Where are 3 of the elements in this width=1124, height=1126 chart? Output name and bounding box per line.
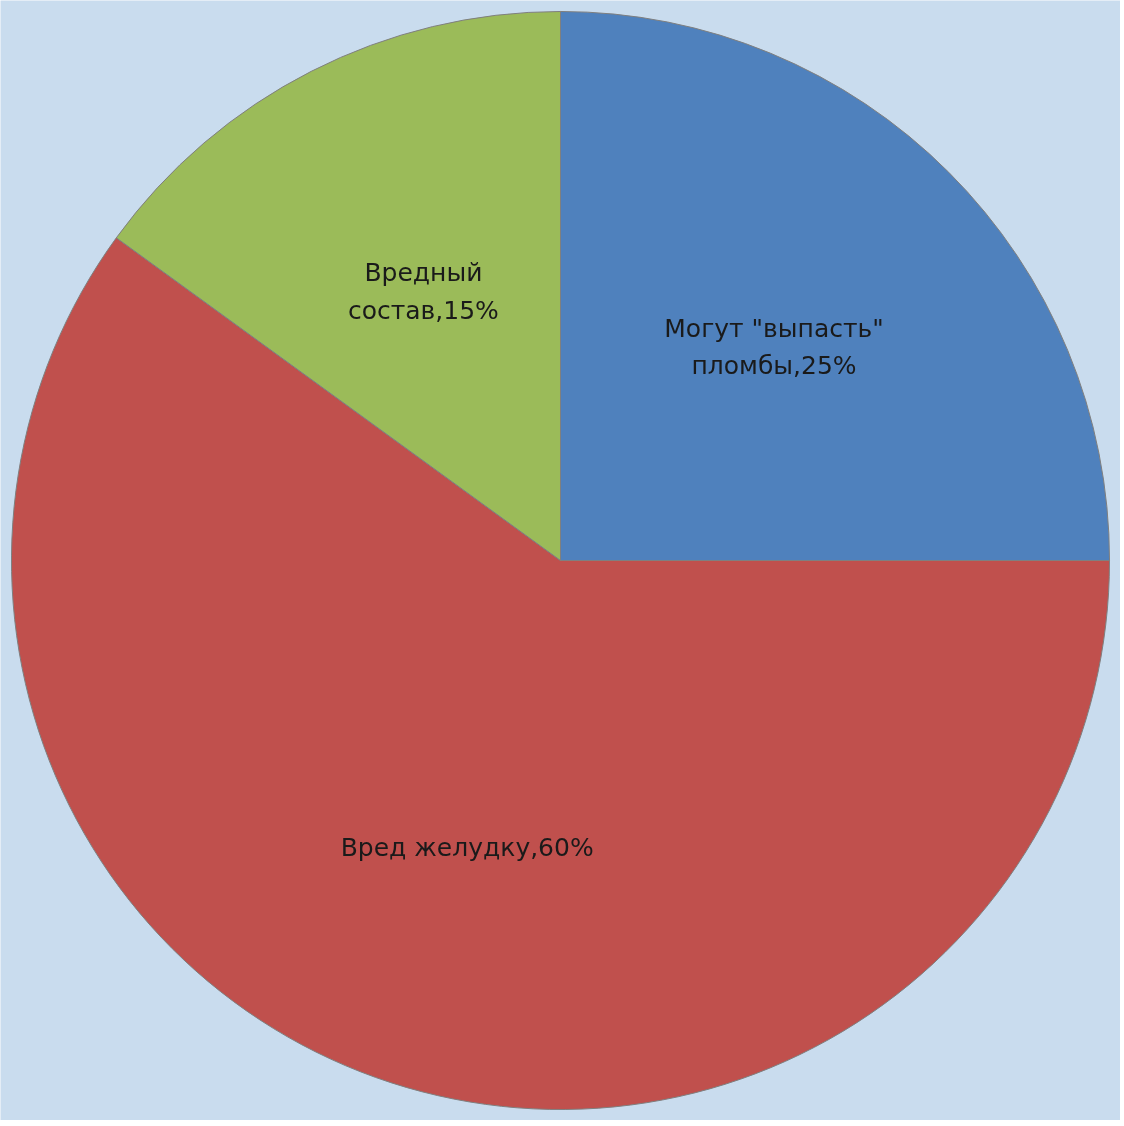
slice-label: Вред желудку,60% [340,833,594,863]
slice-label: Вредный состав,15% [347,258,499,325]
slice-label: Могут "выпасть" пломбы,25% [664,313,884,381]
